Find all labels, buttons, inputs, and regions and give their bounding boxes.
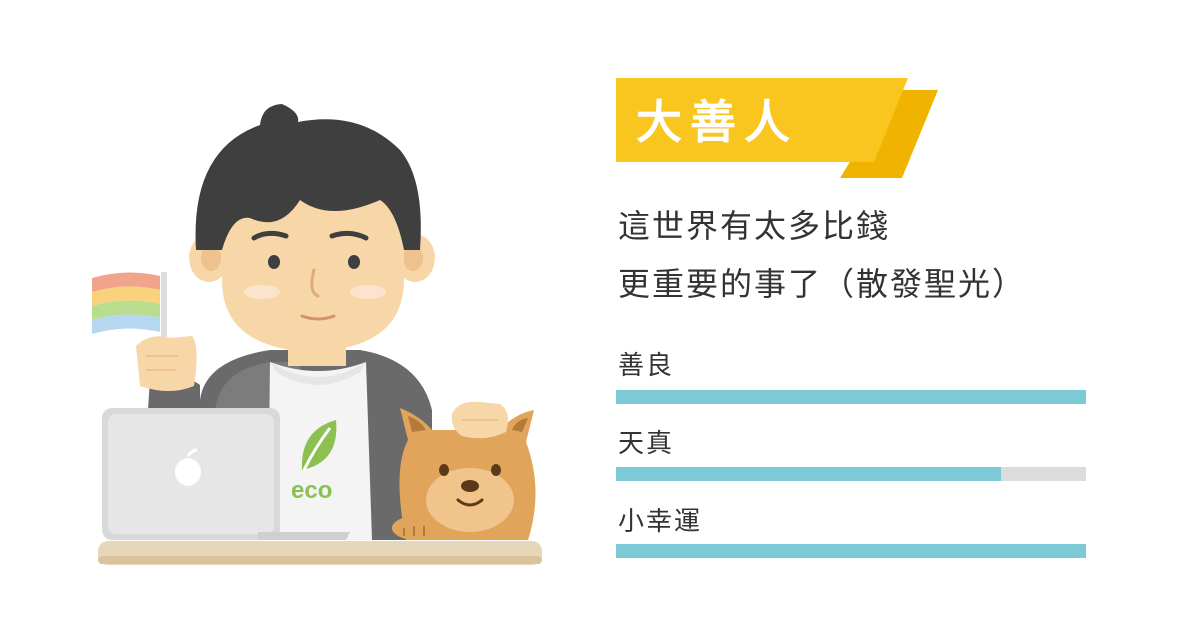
trait-label-kindness: 善良 [618, 351, 675, 381]
trait-label-naivety: 天真 [618, 429, 675, 459]
title-badge [616, 78, 938, 178]
leaf-icon [301, 420, 337, 471]
trait-bar-kindness [616, 390, 1086, 404]
dog-icon [392, 408, 536, 540]
trait-fill [616, 467, 1002, 481]
rainbow-flag-icon [92, 272, 167, 344]
trait-fill [616, 390, 1086, 404]
character-illustration: eco [92, 104, 542, 565]
badge-title: 大善人 [636, 95, 798, 149]
description-line-2: 更重要的事了（散發聖光） [618, 265, 1027, 303]
trait-fill [616, 544, 1086, 558]
apple-logo-icon [175, 448, 201, 486]
trait-bar-luck [616, 544, 1086, 558]
raised-hand [136, 336, 197, 391]
trait-bar-naivety [616, 467, 1086, 481]
description-line-1: 這世界有太多比錢 [618, 207, 891, 245]
trait-label-luck: 小幸運 [618, 507, 703, 537]
hair [195, 104, 421, 250]
badge-body [616, 78, 908, 162]
shirt-eco-text: eco [291, 477, 332, 504]
